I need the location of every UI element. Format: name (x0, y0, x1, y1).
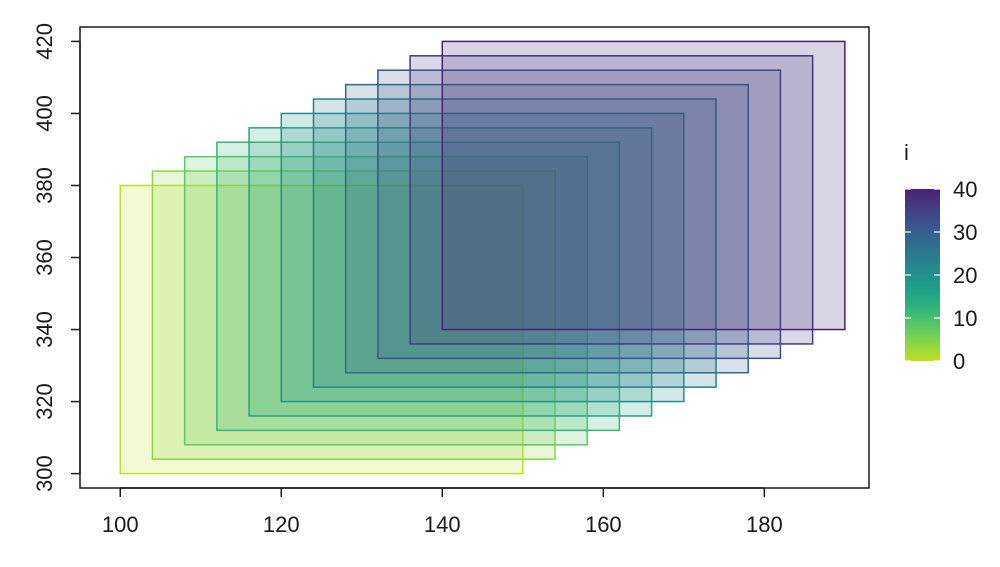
x-tick-label: 160 (585, 512, 622, 537)
rect-i-28 (344, 83, 749, 374)
x-axis: 100 120 140 160 180 (102, 487, 783, 537)
x-tick-label: 100 (102, 512, 139, 537)
y-tick-label: 320 (32, 383, 57, 420)
y-tick-label: 300 (32, 455, 57, 492)
rect-i-40 (441, 40, 846, 331)
rect-i-32 (377, 69, 782, 360)
legend-ticks: 0 10 20 30 40 (905, 177, 977, 374)
x-tick-label: 140 (424, 512, 461, 537)
rect-i-12 (216, 141, 621, 432)
y-tick-label: 360 (32, 239, 57, 276)
color-legend: i 0 10 20 30 40 (904, 140, 977, 374)
y-tick-label: 340 (32, 311, 57, 348)
x-tick-label: 120 (263, 512, 300, 537)
rect-i-24 (312, 98, 717, 388)
y-tick-label: 420 (32, 23, 57, 60)
y-tick-label: 400 (32, 95, 57, 132)
x-tick-label: 180 (746, 512, 783, 537)
rect-i-4 (151, 170, 556, 460)
y-tick-label: 380 (32, 167, 57, 204)
rect-i-36 (409, 55, 814, 345)
legend-label: 10 (953, 306, 977, 331)
rectangles-layer (119, 40, 846, 475)
legend-label: 0 (953, 349, 965, 374)
rect-i-16 (248, 127, 653, 417)
rect-i-20 (280, 112, 685, 403)
legend-label: 30 (953, 220, 977, 245)
legend-title: i (904, 140, 909, 165)
rect-i-8 (183, 155, 588, 446)
y-axis: 300 320 340 360 380 400 420 (32, 23, 81, 492)
legend-label: 40 (953, 177, 977, 202)
legend-label: 20 (953, 263, 977, 288)
